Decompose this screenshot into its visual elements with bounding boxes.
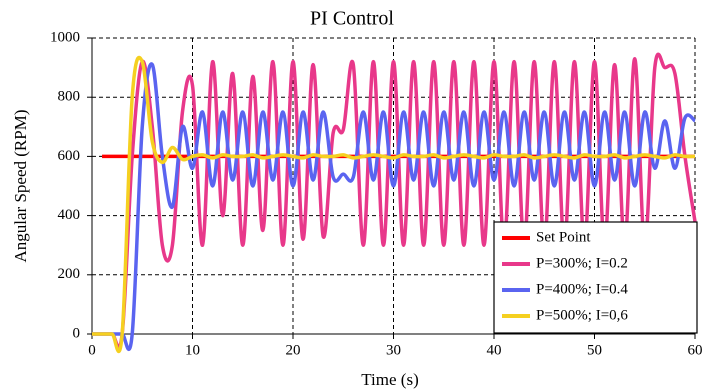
x-tick-label: 20	[286, 342, 301, 358]
series-line	[92, 55, 696, 354]
x-tick-label: 10	[185, 342, 200, 358]
x-tick-label: 50	[587, 342, 602, 358]
x-tick-label: 60	[688, 342, 703, 358]
chart-title: PI Control	[310, 8, 394, 30]
legend-label: P=500%; I=0,6	[536, 307, 628, 323]
y-tick-label: 1000	[50, 29, 80, 45]
legend-label: Set Point	[536, 229, 591, 245]
legend-label: P=300%; I=0.2	[536, 255, 628, 271]
y-tick-label: 800	[58, 89, 81, 105]
y-tick-label: 600	[58, 148, 81, 164]
y-axis-label: Angular Speed (RPM)	[11, 110, 30, 263]
x-tick-label: 30	[386, 342, 401, 358]
y-tick-label: 200	[58, 266, 81, 282]
y-tick-label: 400	[58, 207, 81, 223]
x-axis-label: Time (s)	[361, 370, 418, 389]
x-tick-label: 0	[88, 342, 96, 358]
x-tick-label: 40	[487, 342, 502, 358]
y-tick-label: 0	[73, 325, 81, 341]
legend-label: P=400%; I=0.4	[536, 281, 628, 297]
